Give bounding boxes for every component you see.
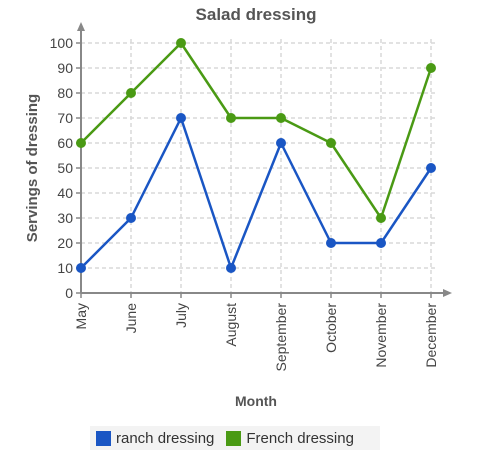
legend-item-french[interactable]: French dressing [226, 430, 354, 447]
data-point-0[interactable] [126, 213, 136, 223]
series-line-1 [80, 41, 433, 220]
chart-title: Salad dressing [196, 5, 317, 24]
data-point-0[interactable] [176, 113, 186, 123]
x-tick-label: November [373, 303, 389, 368]
x-tick-label: July [173, 303, 189, 328]
y-tick-labels: 0 10 20 30 40 50 60 70 80 90 100 [50, 35, 74, 301]
x-tick-label: May [73, 303, 89, 329]
axes [76, 22, 452, 298]
x-tick-label: August [223, 303, 239, 347]
y-tick-label: 30 [57, 210, 73, 226]
data-point-0[interactable] [276, 138, 286, 148]
legend-label-french: French dressing [246, 429, 354, 447]
series-points [76, 38, 436, 273]
data-point-1[interactable] [376, 213, 386, 223]
y-tick-label: 80 [57, 85, 73, 101]
data-point-0[interactable] [426, 163, 436, 173]
x-tick-label: December [423, 303, 439, 368]
data-point-1[interactable] [126, 88, 136, 98]
y-tick-label: 20 [57, 235, 73, 251]
legend-swatch-ranch [96, 430, 111, 446]
x-tick-label: June [123, 303, 139, 334]
data-point-0[interactable] [326, 238, 336, 248]
y-tick-label: 60 [57, 135, 73, 151]
x-tick-labels: May June July August September October Novembe… [73, 303, 439, 372]
legend: ranch dressing French dressing [90, 426, 380, 450]
y-tick-label: 10 [57, 260, 73, 276]
data-point-0[interactable] [226, 263, 236, 273]
y-tick-label: 90 [57, 60, 73, 76]
x-axis-label: Month [235, 393, 277, 409]
y-axis-arrow [77, 22, 85, 31]
data-point-1[interactable] [276, 113, 286, 123]
x-axis-arrow [443, 289, 452, 297]
y-tick-label: 70 [57, 110, 73, 126]
x-tick-label: October [323, 303, 339, 353]
y-tick-label: 0 [65, 285, 73, 301]
legend-label-ranch: ranch dressing [116, 429, 215, 447]
y-tick-label: 100 [50, 35, 74, 51]
y-tick-label: 50 [57, 160, 73, 176]
x-tick-label: September [273, 303, 289, 372]
legend-swatch-french [226, 430, 242, 446]
gridlines [81, 39, 435, 293]
data-point-1[interactable] [176, 38, 186, 48]
data-point-1[interactable] [76, 138, 86, 148]
series-line-0 [80, 116, 433, 270]
series-lines [80, 41, 433, 270]
data-point-0[interactable] [76, 263, 86, 273]
data-point-1[interactable] [426, 63, 436, 73]
data-point-1[interactable] [326, 138, 336, 148]
data-point-0[interactable] [376, 238, 386, 248]
y-axis-label: Servings of dressing [24, 94, 41, 242]
legend-item-ranch[interactable]: ranch dressing [96, 430, 214, 447]
y-tick-label: 40 [57, 185, 73, 201]
data-point-1[interactable] [226, 113, 236, 123]
